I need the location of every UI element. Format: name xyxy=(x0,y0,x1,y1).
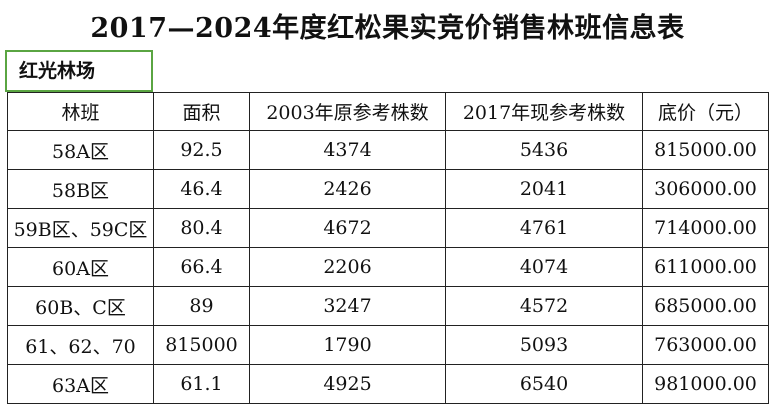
table-cell: 714000.00 xyxy=(642,208,769,248)
table-cell: 4925 xyxy=(249,364,446,404)
table: 林班 面积 2003年原参考株数 2017年现参考株数 底价（元） 58A区 92.5 437… xyxy=(7,92,769,404)
header-row: 林班 面积 2003年原参考株数 2017年现参考株数 底价（元） xyxy=(7,92,769,131)
table-row: 60A区 66.4 2206 4074 611000.00 xyxy=(7,247,769,287)
table-row: 59B区、59C区 80.4 4672 4761 714000.00 xyxy=(7,208,769,248)
table-body: 林班 面积 2003年原参考株数 2017年现参考株数 底价（元） 58A区 92.5 437… xyxy=(7,92,769,404)
table-cell: 815000.00 xyxy=(642,130,769,170)
table-cell: 58A区 xyxy=(7,130,154,170)
table-cell: 6540 xyxy=(445,364,643,404)
table-cell: 59B区、59C区 xyxy=(7,208,154,248)
table-row: 60B、C区 89 3247 4572 685000.00 xyxy=(7,286,769,326)
table-cell: 92.5 xyxy=(153,130,250,170)
table-cell: 815000 xyxy=(153,325,250,365)
table-cell: 611000.00 xyxy=(642,247,769,287)
table-cell: 685000.00 xyxy=(642,286,769,326)
table-cell: 2206 xyxy=(249,247,446,287)
table-cell: 4074 xyxy=(445,247,643,287)
table-cell: 981000.00 xyxy=(642,364,769,404)
table-cell: 80.4 xyxy=(153,208,250,248)
title: 2017—2024年度红松果实竞价销售林班信息表 xyxy=(90,13,685,44)
table-cell: 46.4 xyxy=(153,169,250,209)
column-header: 底价（元） xyxy=(642,92,769,131)
table-row: 61、62、70 815000 1790 5093 763000.00 xyxy=(7,325,769,365)
table-cell: 61、62、70 xyxy=(7,325,154,365)
column-header: 2003年原参考株数 xyxy=(249,92,446,131)
table-cell: 4761 xyxy=(445,208,643,248)
table-cell: 5093 xyxy=(445,325,643,365)
table-cell: 3247 xyxy=(249,286,446,326)
table-cell: 763000.00 xyxy=(642,325,769,365)
column-header: 面积 xyxy=(153,92,250,131)
table-cell: 60B、C区 xyxy=(7,286,154,326)
table-row: 58B区 46.4 2426 2041 306000.00 xyxy=(7,169,769,209)
table-cell: 4572 xyxy=(445,286,643,326)
table-row: 58A区 92.5 4374 5436 815000.00 xyxy=(7,130,769,170)
table-row: 63A区 61.1 4925 6540 981000.00 xyxy=(7,364,769,404)
table-cell: 306000.00 xyxy=(642,169,769,209)
table-cell: 66.4 xyxy=(153,247,250,287)
table-cell: 4672 xyxy=(249,208,446,248)
table-cell: 58B区 xyxy=(7,169,154,209)
table-cell: 60A区 xyxy=(7,247,154,287)
table-cell: 89 xyxy=(153,286,250,326)
table-cell: 2041 xyxy=(445,169,643,209)
table-cell: 4374 xyxy=(249,130,446,170)
table-cell: 1790 xyxy=(249,325,446,365)
column-header: 林班 xyxy=(7,92,154,131)
table-cell: 5436 xyxy=(445,130,643,170)
table-cell: 2426 xyxy=(249,169,446,209)
column-header: 2017年现参考株数 xyxy=(445,92,643,131)
table-cell: 61.1 xyxy=(153,364,250,404)
site-label: 红光林场 xyxy=(5,50,153,92)
table-cell: 63A区 xyxy=(7,364,154,404)
